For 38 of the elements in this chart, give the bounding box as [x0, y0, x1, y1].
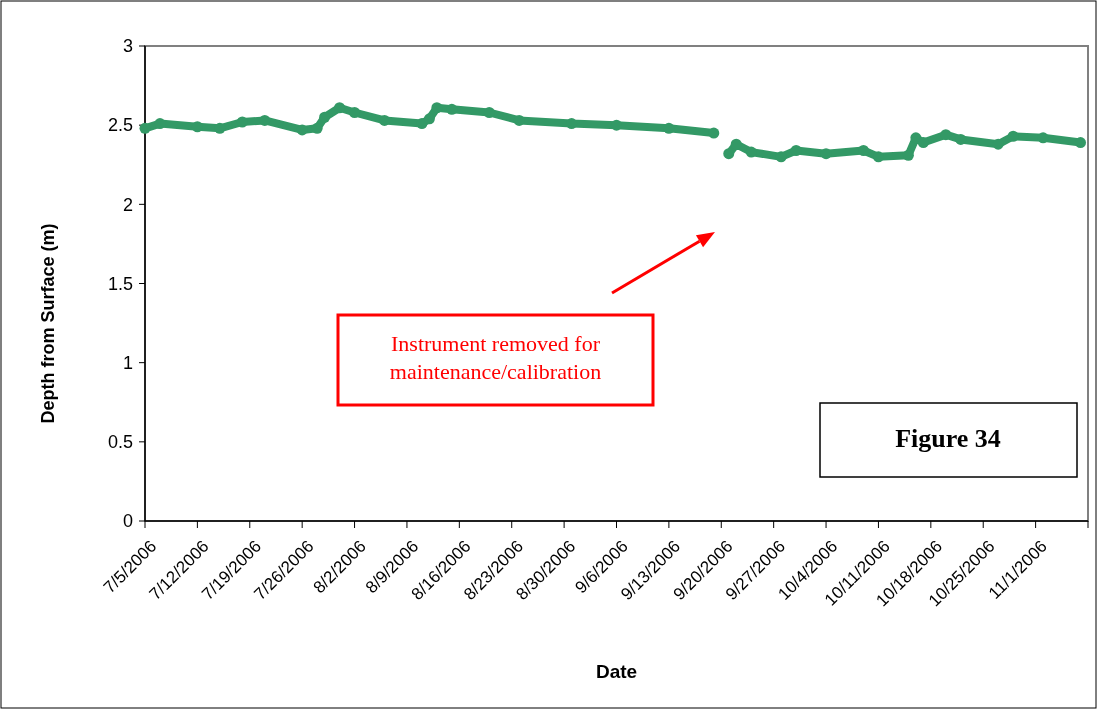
- point: [513, 114, 525, 126]
- x-axis-title: Date: [595, 661, 638, 682]
- point: [236, 116, 248, 128]
- point: [319, 111, 331, 123]
- point: [334, 102, 346, 114]
- point: [423, 113, 435, 125]
- point: [296, 124, 308, 136]
- y-tick-label: 0.5: [107, 432, 133, 453]
- point: [611, 119, 622, 131]
- y-tick-label: 3: [122, 36, 133, 57]
- point: [446, 103, 458, 115]
- annotation: Figure 34: [895, 424, 1001, 453]
- point: [790, 145, 802, 156]
- annotation: Instrument removed for maintenance/calibration: [389, 331, 602, 384]
- point: [723, 148, 735, 160]
- point: [940, 129, 952, 141]
- point: [1007, 130, 1019, 142]
- point: [259, 114, 271, 126]
- point: [214, 122, 226, 134]
- point: [139, 122, 151, 134]
- point: [820, 148, 832, 160]
- point: [349, 107, 361, 118]
- point: [378, 114, 390, 126]
- y-tick-label: 1: [122, 352, 133, 373]
- y-tick-label: 0: [122, 511, 133, 532]
- point: [917, 137, 929, 149]
- point: [1037, 132, 1049, 144]
- point: [775, 151, 787, 163]
- point: [745, 146, 757, 158]
- point: [431, 102, 443, 114]
- point: [311, 122, 323, 134]
- y-tick-label: 2.5: [107, 115, 133, 136]
- y-tick-label: 2: [122, 194, 133, 215]
- point: [872, 151, 884, 163]
- point: [708, 127, 720, 139]
- y-axis-title: Depth from Surface (m): [38, 223, 58, 424]
- y-tick-label: 1.5: [107, 273, 133, 294]
- point: [1075, 137, 1087, 149]
